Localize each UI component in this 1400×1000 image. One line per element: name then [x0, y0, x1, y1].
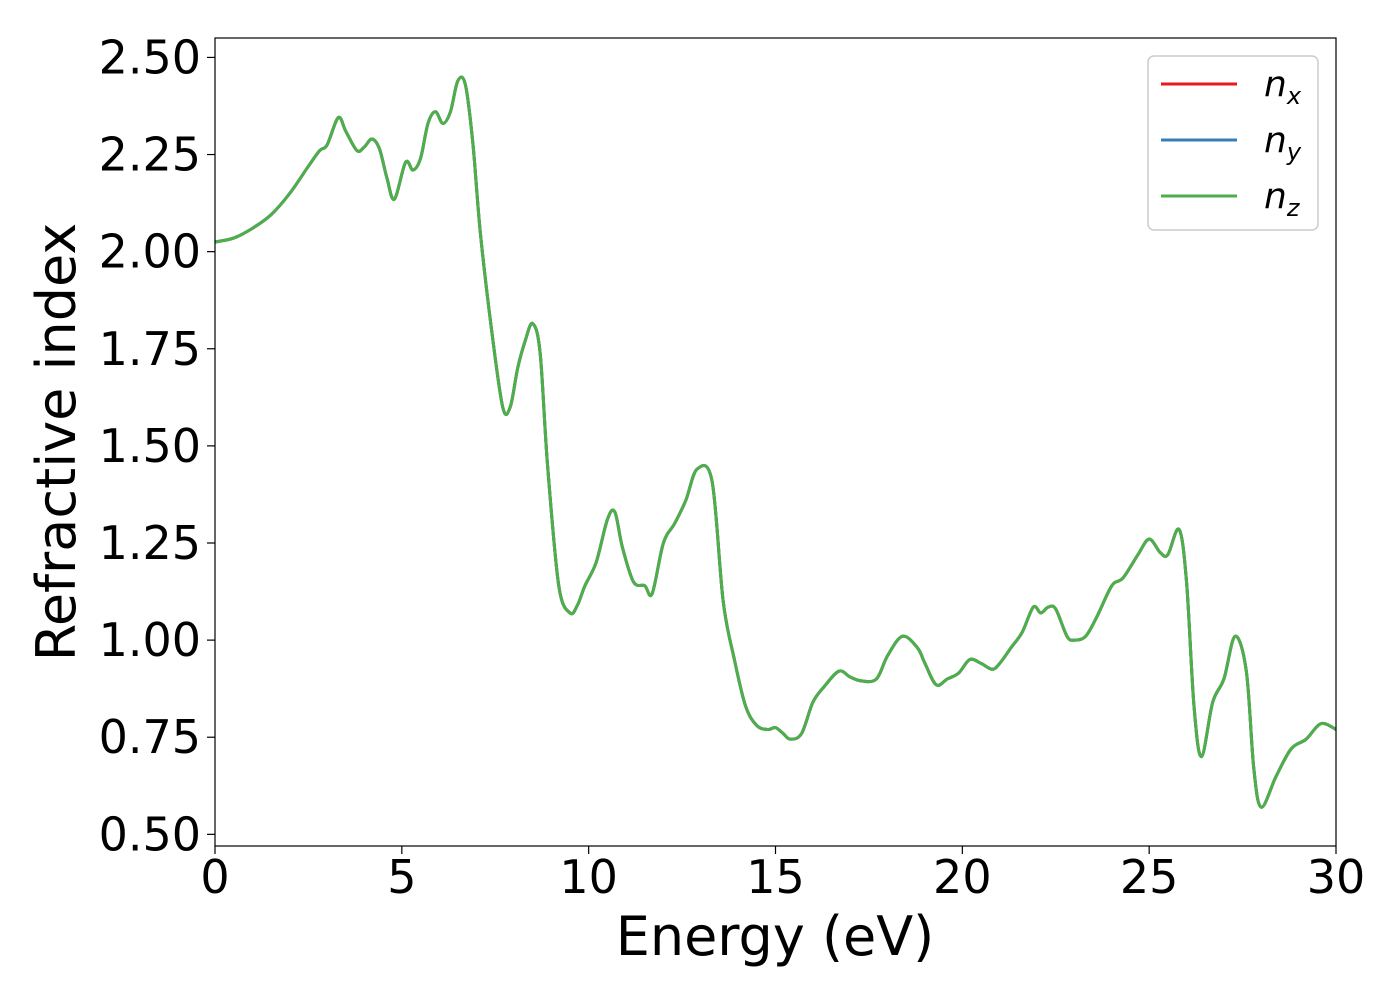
y-tick-label: 1.75 [99, 322, 201, 376]
series-lines [215, 75, 1336, 809]
y-axis-ticks: 0.50 0.75 1.00 1.25 1.50 1.75 2.00 2.25 2.50 [99, 30, 215, 861]
x-tick-label: 10 [559, 850, 618, 904]
y-tick-label: 2.00 [99, 225, 201, 279]
y-axis-title: Refractive index [25, 223, 88, 662]
y-tick-label: 1.00 [99, 613, 201, 667]
x-tick-label: 5 [387, 850, 416, 904]
y-tick-label: 2.25 [99, 128, 201, 182]
x-axis-ticks: 0 5 10 15 20 25 30 [200, 846, 1365, 904]
y-tick-label: 1.25 [99, 516, 201, 570]
y-tick-label: 2.50 [99, 30, 201, 84]
x-axis-title: Energy (eV) [616, 905, 935, 968]
series-line-n-z [215, 75, 1336, 809]
y-tick-label: 1.50 [99, 419, 201, 473]
y-tick-label: 0.75 [99, 710, 201, 764]
legend-box [1147, 55, 1319, 231]
x-tick-label: 30 [1307, 850, 1366, 904]
y-tick-label: 0.50 [99, 807, 201, 861]
x-tick-label: 15 [746, 850, 805, 904]
x-tick-label: 0 [200, 850, 229, 904]
x-tick-label: 20 [933, 850, 992, 904]
legend-label-y: ny [1264, 120, 1302, 166]
x-tick-label: 25 [1120, 850, 1179, 904]
plot-frame [214, 37, 1337, 847]
